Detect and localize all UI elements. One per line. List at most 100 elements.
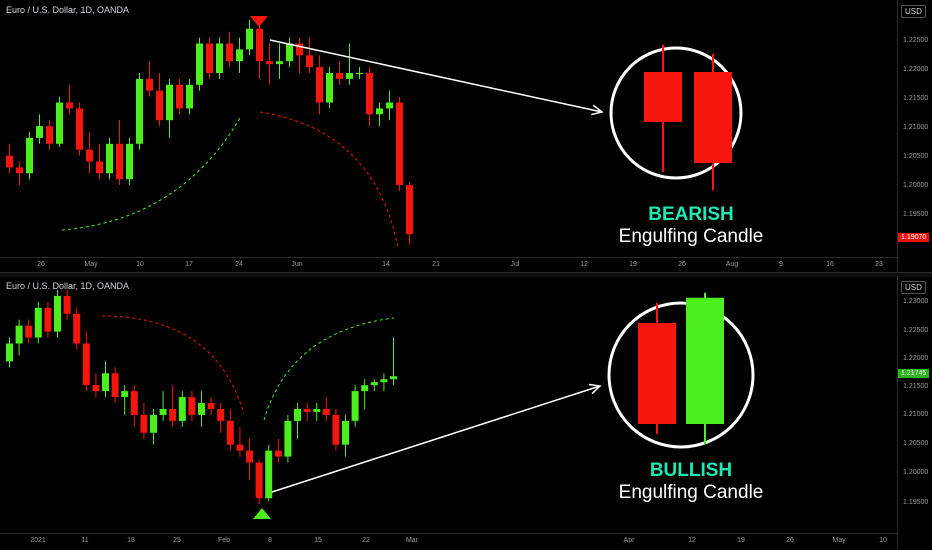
candle [25,319,33,344]
time-tick-label: Jul [510,261,520,268]
example-candle-body [686,297,724,424]
candle-body [36,126,43,138]
pointer-arrow [269,39,603,113]
buy-signal-icon [253,508,271,519]
candle [284,414,292,463]
candle-body [178,397,186,421]
candle-body [332,414,340,445]
candle [56,96,63,147]
candle [102,361,109,398]
candle-body [82,343,90,386]
candle-body [86,149,93,162]
candle [96,143,103,180]
time-tick-label: May [832,537,846,544]
candle [313,403,321,421]
price-tick-label: 1.19500 [903,499,929,506]
candle [376,102,383,127]
candle-body [34,307,42,338]
candle [196,37,203,91]
price-tick-label: 1.19500 [903,211,929,218]
candle-body [25,325,33,338]
candle [66,84,73,115]
candle [256,25,263,79]
time-tick-label: Aug [725,261,739,268]
trend-arrow-curve [263,317,395,421]
candle [130,385,138,427]
time-tick-label: 15 [314,537,322,544]
candle [136,73,143,150]
candle-body [156,90,163,121]
bullish-chart-panel: Euro / U.S. Dollar, 1D, OANDA USD 1.2300… [0,276,932,550]
candle [322,397,330,421]
candle [126,137,133,186]
candle [306,37,313,73]
time-tick-label: 14 [382,261,390,268]
example-candle-body [638,323,676,424]
pattern-circle [609,46,743,180]
candle [6,143,13,174]
candle [346,43,353,85]
candle [206,37,213,79]
candle-body [188,397,196,415]
candle [82,331,90,392]
time-tick-label: 10 [879,537,887,544]
time-tick-label: Apr [623,537,635,544]
candle-body [376,108,383,115]
time-tick-label: Jun [291,261,303,268]
panel-separator[interactable] [0,272,932,277]
time-tick-label: May [84,261,98,268]
trend-arrow-curve [61,117,241,231]
time-tick-label: Feb [217,537,231,544]
candle [366,67,373,127]
candle-body [116,143,123,180]
time-tick-label: 21 [432,261,440,268]
candle-body [256,28,263,62]
time-tick-label: 19 [737,537,745,544]
candle [217,403,225,433]
candle-body [196,43,203,85]
candle [26,132,33,180]
candle-body [356,73,363,74]
candle-body [370,382,378,386]
candle-body [351,391,359,421]
price-tick-label: 1.20500 [903,153,929,160]
candle-body [296,43,303,56]
candle-body [246,28,253,50]
pattern-circle [607,301,755,449]
candle [15,319,23,356]
candlestick-series [6,16,743,249]
price-tick-label: 1.22500 [903,37,929,44]
time-tick-label: 17 [185,261,193,268]
currency-button[interactable]: USD [901,5,926,18]
candle [351,385,359,427]
candle-body [313,408,321,412]
candle [361,379,369,409]
candle-body [6,155,13,168]
time-tick-label: 9 [779,261,783,268]
candle [266,43,273,85]
candle [274,438,282,463]
candle [178,391,186,427]
candle-body [366,73,373,115]
candle-body [342,420,349,445]
example-candle-body [694,72,732,163]
candle [140,403,148,439]
candle-body [92,385,100,392]
currency-button[interactable]: USD [901,281,926,294]
pattern-name-label: Engulfing Candle [618,482,764,503]
candle [36,114,43,144]
last-price-tag: 1.21745 [898,369,930,378]
candle-body [303,408,311,412]
example-candle-body [644,72,682,123]
candle [246,438,253,481]
candle-body [276,61,283,65]
candle [156,73,163,127]
candle [336,61,343,85]
candle-body [15,325,23,344]
pointer-arrow [271,385,601,493]
pattern-caption: BEARISH Engulfing Candle [581,204,801,248]
trend-arrow-curve [259,111,399,249]
candle [166,78,173,138]
candle [106,137,113,180]
candle [169,385,177,427]
